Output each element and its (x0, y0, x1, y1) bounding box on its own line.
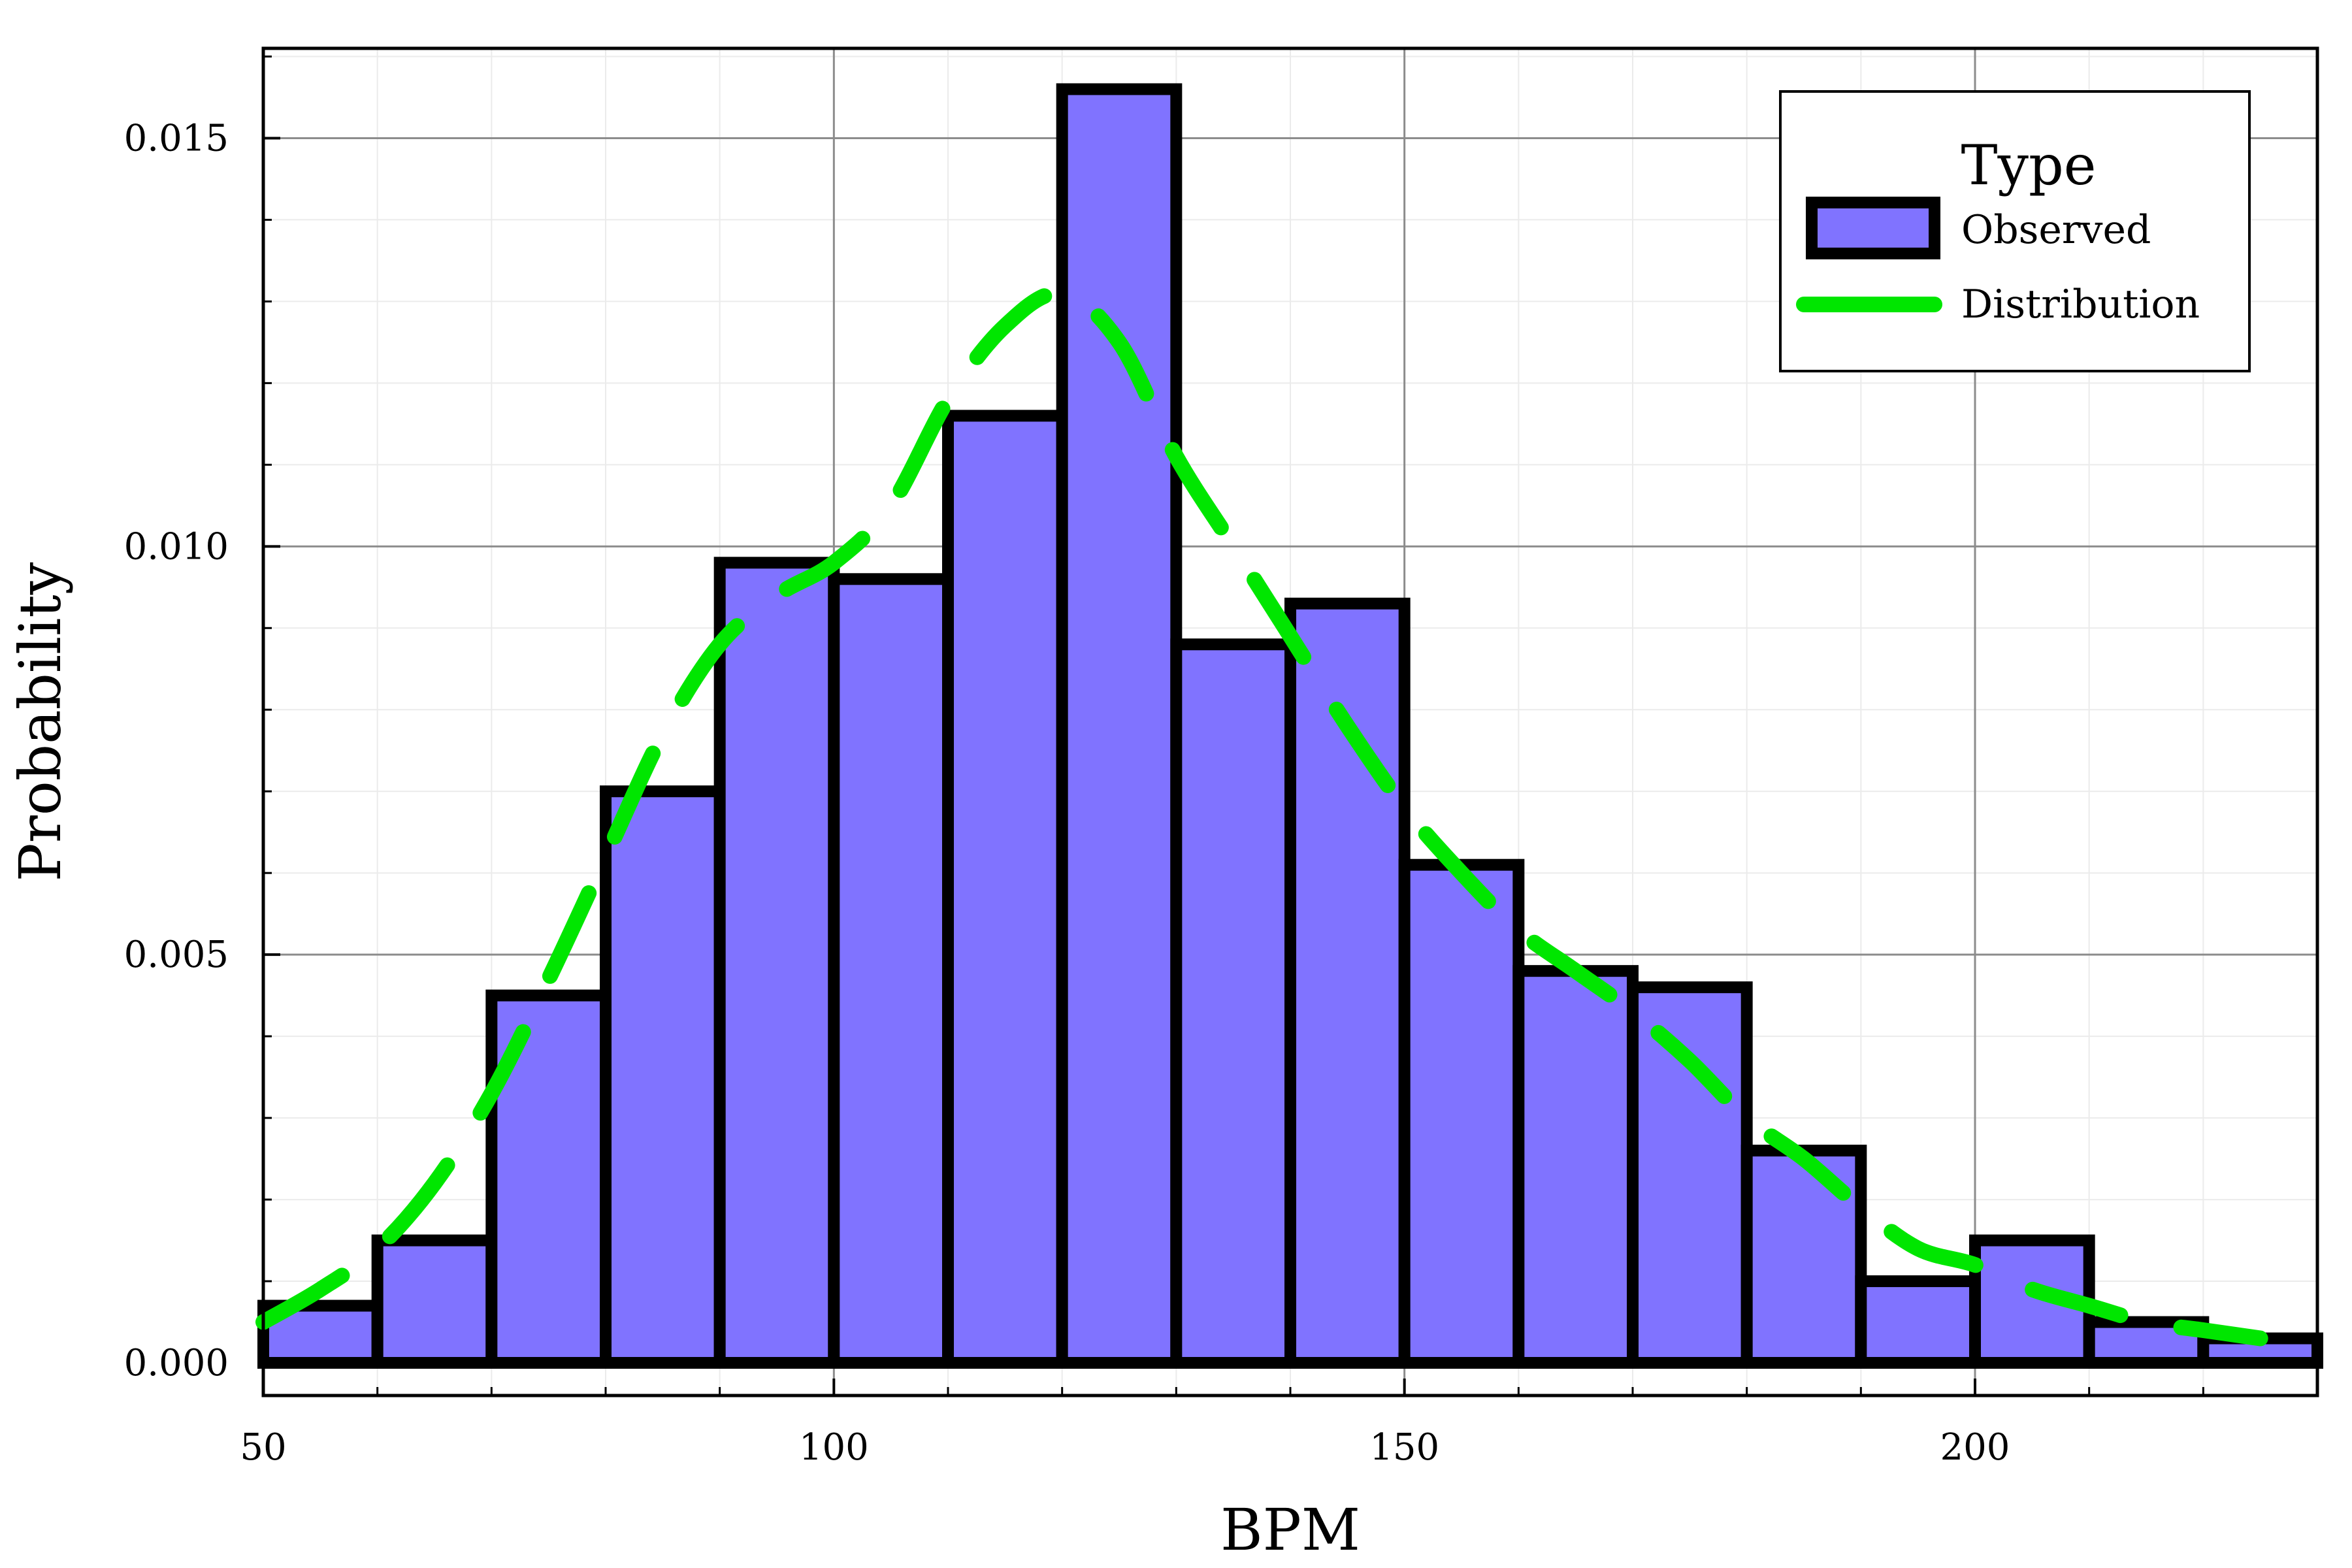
axis-tick-labels: 50 100 150 200 0.000 0.005 0.010 0.015 (124, 117, 2010, 1469)
observed-bars (257, 83, 2323, 1369)
legend-swatch-observed (1806, 197, 1940, 259)
histogram-bar (713, 557, 840, 1369)
x-tick-label: 150 (1369, 1426, 1439, 1469)
y-axis-title: Probability (7, 562, 74, 881)
histogram-bar (942, 410, 1068, 1369)
x-tick-label: 100 (799, 1426, 869, 1469)
x-tick-label: 200 (1940, 1426, 2010, 1469)
y-tick-label: 0.015 (124, 117, 229, 159)
x-tick-label: 50 (240, 1426, 286, 1469)
distribution-line (255, 285, 2268, 1347)
axis-ticks (262, 55, 2204, 1396)
histogram-bar (1627, 981, 1753, 1369)
histogram-bar (600, 785, 726, 1369)
histogram-bar (1170, 638, 1297, 1369)
distribution-curve (255, 285, 2268, 1347)
histogram-bar (371, 1234, 498, 1369)
legend-label-observed: Observed (1961, 207, 2151, 253)
histogram-bar (1512, 965, 1639, 1369)
legend: Type Observed Distribution (1779, 90, 2251, 372)
legend-title: Type (1961, 133, 2097, 197)
histogram-bar (828, 573, 955, 1369)
histogram-bar (1740, 1145, 1867, 1369)
y-tick-label: 0.000 (124, 1342, 229, 1384)
legend-label-distribution: Distribution (1961, 282, 2200, 327)
y-tick-label: 0.010 (124, 525, 229, 568)
histogram-bar (1398, 858, 1525, 1369)
x-axis-title: BPM (1220, 1496, 1360, 1563)
histogram-bar (1855, 1275, 1981, 1369)
y-tick-label: 0.005 (124, 934, 229, 976)
histogram-bar (1056, 83, 1183, 1369)
